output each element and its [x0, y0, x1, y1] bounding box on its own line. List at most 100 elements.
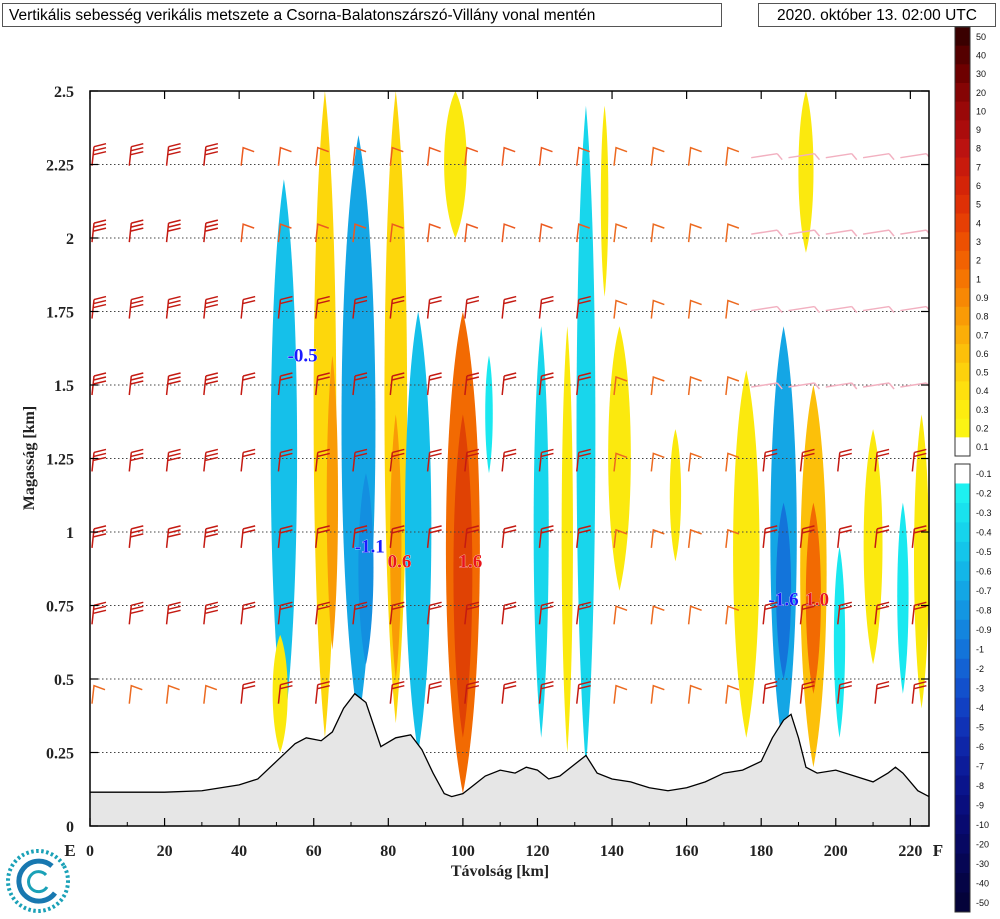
- wind-barb-shaft: [314, 295, 330, 319]
- wind-barb: [128, 219, 144, 243]
- wind-barb: [725, 146, 740, 166]
- wind-barb: [203, 448, 219, 472]
- wind-barb: [576, 295, 591, 319]
- wind-barb-shaft: [788, 152, 821, 161]
- legend-positive-swatch: [955, 120, 970, 140]
- wind-barb-shaft: [426, 525, 442, 548]
- legend-positive-swatch: [955, 45, 970, 65]
- y-tick-label: 1.25: [46, 452, 74, 469]
- legend-negative-swatch: [955, 658, 970, 679]
- legend-positive-label: 5: [976, 200, 981, 210]
- legend-negative-label: -50: [976, 898, 989, 908]
- wind-barb-shaft: [751, 382, 783, 390]
- wind-barb-shaft: [128, 525, 144, 548]
- wind-barb-shaft: [352, 601, 368, 625]
- legend-positive-label: 2: [976, 256, 981, 266]
- legend-negative-swatch: [955, 834, 970, 855]
- wind-barb: [501, 601, 517, 625]
- value-annotation: -1.6: [769, 590, 799, 611]
- wind-barb-shaft: [389, 680, 405, 704]
- wind-barb: [501, 372, 517, 396]
- legend-positive-swatch: [955, 381, 970, 401]
- legend-negative-label: -5: [976, 722, 984, 732]
- wind-barb: [725, 684, 740, 704]
- velocity-cell: [576, 105, 596, 768]
- x-tick-label: 100: [451, 843, 475, 860]
- wind-barb-shaft: [687, 605, 702, 625]
- wind-barb: [165, 295, 181, 319]
- wind-barb: [203, 295, 219, 319]
- legend-positive-swatch: [955, 194, 970, 215]
- wind-barb: [277, 146, 292, 166]
- wind-barb: [799, 448, 815, 472]
- legend-positive-swatch: [955, 157, 970, 177]
- wind-barb: [240, 372, 256, 396]
- wind-barb: [725, 223, 740, 243]
- wind-barb-shaft: [464, 680, 480, 704]
- wind-barb-shaft: [464, 601, 480, 625]
- legend-positive-swatch: [955, 362, 970, 382]
- value-annotations: -0.5 -1.10.6 1.6 -1.6 1.0: [287, 345, 829, 611]
- wind-barb-shaft: [788, 229, 821, 237]
- wind-barb-shaft: [128, 601, 144, 625]
- wind-barb-shaft: [91, 142, 107, 166]
- wind-barb-shaft: [538, 525, 554, 548]
- wind-barb-shaft: [501, 295, 517, 319]
- wind-barb: [314, 146, 329, 166]
- wind-barb-shaft: [576, 146, 591, 166]
- legend-positive-swatch: [955, 344, 970, 364]
- wind-barb: [128, 295, 144, 319]
- wind-barb: [91, 448, 107, 472]
- wind-barb: [91, 601, 107, 625]
- wind-barb: [788, 382, 821, 390]
- legend-negative-swatch: [955, 756, 970, 777]
- wind-barb: [277, 525, 293, 548]
- wind-barb: [165, 525, 181, 548]
- wind-barb-shaft: [725, 223, 740, 243]
- wind-barb: [501, 295, 517, 319]
- wind-barb-shaft: [837, 448, 852, 472]
- wind-barb: [91, 142, 107, 166]
- wind-barb: [277, 680, 293, 704]
- wind-barb-shaft: [165, 684, 180, 704]
- wind-barb: [203, 142, 219, 166]
- y-tick-label: 2.25: [46, 158, 74, 175]
- velocity-cell: [897, 502, 909, 694]
- wind-barb-shaft: [314, 601, 330, 625]
- wind-barb: [203, 601, 219, 625]
- wind-barb-shaft: [837, 525, 852, 548]
- legend-positive-swatch: [955, 138, 970, 159]
- wind-barb: [352, 372, 368, 396]
- wind-barb: [650, 299, 665, 319]
- wind-barb-shaft: [389, 372, 405, 396]
- wind-barb: [314, 601, 330, 625]
- wind-barb-shaft: [240, 680, 256, 704]
- wind-barb: [165, 142, 181, 166]
- wind-barb-shaft: [613, 684, 628, 704]
- wind-barb-shaft: [165, 372, 181, 396]
- y-tick-label: 0.75: [46, 599, 74, 616]
- legend-positive-swatch: [955, 101, 970, 121]
- wind-barb: [314, 372, 330, 396]
- wind-barb-shaft: [874, 601, 890, 625]
- wind-barb-shaft: [277, 601, 293, 625]
- wind-barb: [501, 223, 516, 243]
- wind-barb: [464, 680, 480, 704]
- wind-barb-shaft: [650, 146, 665, 166]
- x-tick-label: 160: [675, 843, 699, 860]
- wind-barb-shaft: [837, 601, 852, 625]
- wind-barb: [538, 525, 554, 548]
- legend-positive-label: 0.7: [976, 330, 989, 340]
- legend-positive-swatch: [955, 64, 970, 84]
- wind-barb-shaft: [650, 375, 665, 396]
- wind-barb: [426, 525, 442, 548]
- legend-negative-swatch: [955, 502, 970, 523]
- legend-positive-swatch: [955, 437, 970, 457]
- wind-barb: [613, 299, 628, 319]
- wind-barb: [825, 382, 858, 390]
- wind-barb-shaft: [911, 680, 927, 704]
- wind-barb-shaft: [277, 448, 293, 472]
- wind-barb: [501, 525, 517, 548]
- legend-negative-label: -9: [976, 800, 984, 810]
